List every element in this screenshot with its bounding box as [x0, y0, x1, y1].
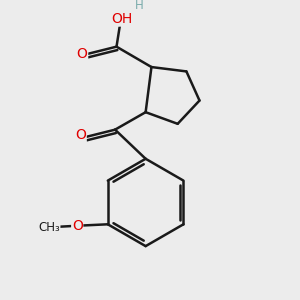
Text: CH₃: CH₃ — [38, 221, 60, 234]
Text: O: O — [72, 219, 83, 233]
Text: H: H — [135, 0, 143, 12]
Text: O: O — [77, 47, 88, 61]
Text: O: O — [75, 128, 86, 142]
Text: OH: OH — [112, 12, 133, 26]
